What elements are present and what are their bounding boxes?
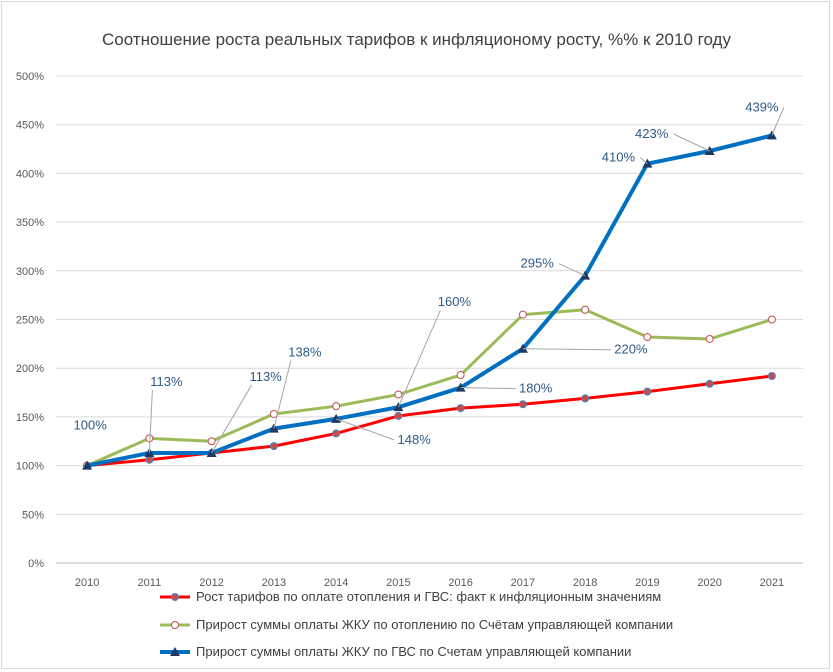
- leader-line: [558, 263, 586, 277]
- x-tick-label: 2011: [138, 577, 162, 589]
- data-label: 180%: [519, 381, 553, 396]
- y-tick-label: 200%: [16, 363, 44, 375]
- legend-marker-green: [160, 620, 190, 629]
- data-label: 220%: [614, 342, 648, 357]
- data-point: [332, 402, 341, 411]
- data-labels: 100% 113% 113% 138% 148% 160% 180% 220% 295% 410%…: [74, 99, 785, 454]
- y-tick-label: 350%: [16, 217, 44, 229]
- data-label: 295%: [521, 256, 555, 271]
- data-point: [269, 442, 278, 451]
- y-tick-label: 150%: [16, 412, 44, 424]
- leader-line: [640, 157, 648, 165]
- leader-line: [522, 348, 611, 351]
- data-point: [331, 413, 342, 423]
- legend-label-red: Рост тарифов по оплате отопления и ГВС: …: [196, 589, 662, 604]
- data-point: [455, 382, 466, 392]
- data-point: [269, 409, 278, 418]
- data-point: [394, 390, 403, 399]
- y-tick-label: 400%: [16, 168, 44, 180]
- data-point: [517, 343, 528, 353]
- legend-marker-blue: [160, 646, 190, 656]
- leader-line: [211, 384, 253, 454]
- data-point: [705, 379, 714, 388]
- chart-title: Соотношение роста реальных тарифов к инф…: [102, 30, 731, 49]
- x-tick-label: 2018: [573, 577, 597, 589]
- data-point: [767, 371, 776, 380]
- leader-line: [771, 107, 785, 136]
- data-point: [518, 400, 527, 409]
- leader-line: [460, 387, 516, 390]
- leader-line: [397, 309, 441, 408]
- data-point: [456, 404, 465, 413]
- series-lines: [82, 130, 777, 470]
- x-tick-label: 2020: [697, 577, 721, 589]
- data-label: 439%: [745, 99, 779, 114]
- data-label: 100%: [74, 418, 108, 433]
- legend-label-green: Прирост суммы оплаты ЖКУ по отоплению по…: [196, 617, 674, 632]
- data-point: [82, 460, 93, 470]
- data-point: [705, 334, 714, 343]
- data-label: 113%: [249, 369, 282, 384]
- data-label: 148%: [398, 432, 432, 447]
- data-label: 160%: [438, 294, 472, 309]
- data-label: 138%: [288, 345, 322, 360]
- x-tick-label: 2016: [448, 577, 472, 589]
- data-point: [332, 429, 341, 438]
- data-label: 410%: [602, 150, 636, 165]
- x-tick-label: 2013: [262, 577, 286, 589]
- data-point: [767, 315, 776, 324]
- y-tick-label: 450%: [16, 120, 44, 132]
- leader-line: [273, 360, 292, 429]
- legend-item-green-series: Прирост суммы оплаты ЖКУ по отоплению по…: [160, 617, 673, 632]
- x-tick-label: 2017: [511, 577, 535, 589]
- data-point: [145, 434, 154, 443]
- legend-item-red-series: Рост тарифов по оплате отопления и ГВС: …: [160, 589, 661, 604]
- x-tick-label: 2014: [324, 577, 348, 589]
- y-tick-label: 0%: [28, 558, 44, 570]
- x-axis: 2010 2011 2012 2013 2014 2015 2016 2017 2018 2019…: [75, 577, 784, 589]
- series-line-2: [86, 133, 773, 468]
- data-point: [643, 333, 652, 342]
- y-tick-label: 500%: [16, 71, 44, 83]
- data-point: [518, 310, 527, 319]
- x-tick-label: 2012: [199, 577, 223, 589]
- data-point: [456, 371, 465, 380]
- series-line-1: [86, 308, 773, 467]
- x-tick-label: 2010: [75, 577, 99, 589]
- y-tick-label: 250%: [16, 315, 44, 327]
- x-tick-label: 2019: [635, 577, 659, 589]
- legend-marker-red: [160, 592, 190, 601]
- data-label: 423%: [635, 126, 669, 141]
- gridlines: [56, 75, 803, 564]
- legend-label-blue: Прирост суммы оплаты ЖКУ по ГВС по Счета…: [196, 644, 632, 659]
- y-tick-label: 50%: [22, 509, 44, 521]
- data-point: [207, 437, 216, 446]
- legend-item-blue-series: Прирост суммы оплаты ЖКУ по ГВС по Счета…: [160, 644, 631, 659]
- y-tick-label: 100%: [16, 461, 44, 473]
- x-tick-label: 2021: [760, 577, 784, 589]
- x-tick-label: 2015: [386, 577, 410, 589]
- data-point: [581, 305, 590, 314]
- data-label: 113%: [150, 374, 183, 389]
- data-point: [643, 387, 652, 396]
- leader-line: [335, 418, 395, 441]
- y-tick-label: 300%: [16, 266, 44, 278]
- data-point: [394, 411, 403, 420]
- y-axis: 0% 50% 100% 150% 200% 250% 300% 350% 400% 450% 500…: [16, 71, 44, 570]
- data-point: [581, 394, 590, 403]
- leader-line: [673, 133, 710, 152]
- leader-line: [148, 389, 153, 453]
- data-point: [145, 455, 154, 464]
